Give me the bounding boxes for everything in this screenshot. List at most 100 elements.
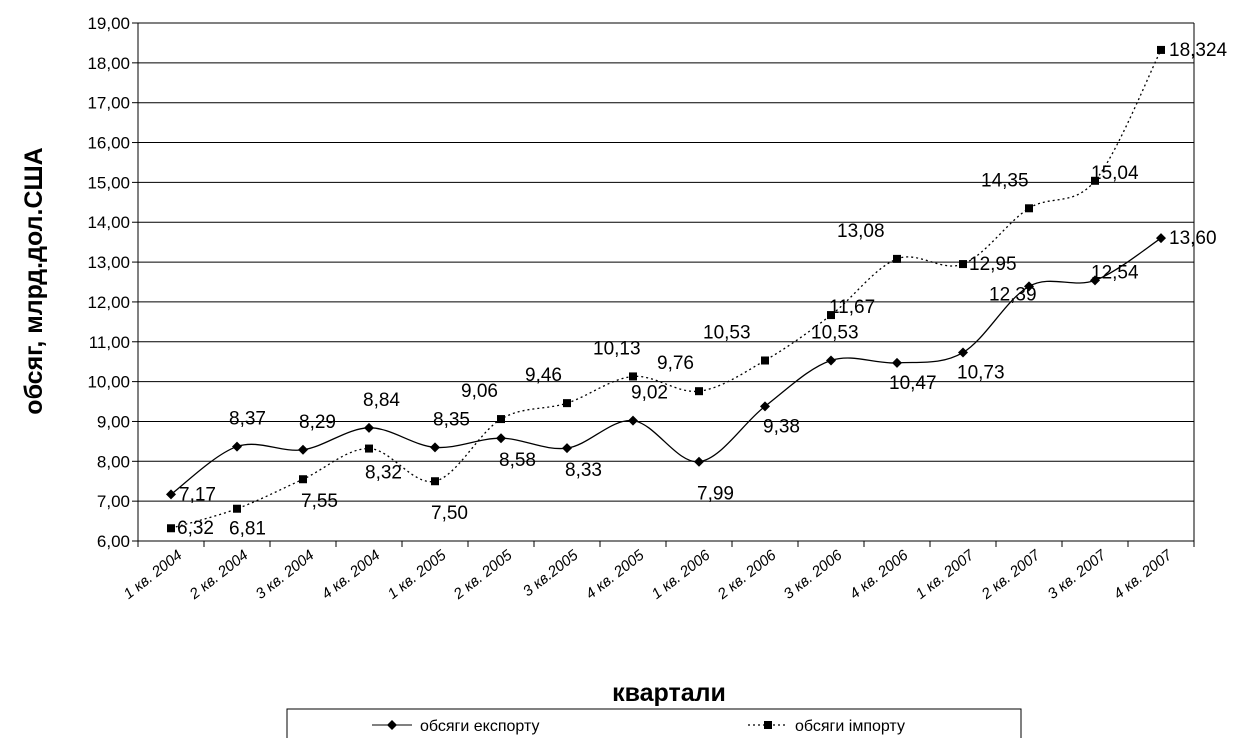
export-point <box>232 441 242 452</box>
y-tick-label: 10,00 <box>87 373 130 392</box>
import-point <box>233 504 241 513</box>
export-point <box>1024 281 1034 292</box>
export-point <box>760 401 770 412</box>
export-point <box>958 347 968 358</box>
export-data-label: 12,39 <box>989 284 1037 305</box>
import-point <box>1025 204 1033 213</box>
legend-import-label: обсяги імпорту <box>795 718 905 735</box>
import-data-label: 14,35 <box>981 170 1029 191</box>
y-tick-label: 18,00 <box>87 54 130 73</box>
export-data-label: 8,33 <box>565 460 602 481</box>
legend-export-label: обсяги експорту <box>420 718 539 735</box>
y-tick-label: 8,00 <box>97 452 130 471</box>
y-tick-label: 6,00 <box>97 532 130 551</box>
gridlines <box>132 22 1194 542</box>
import-point <box>629 372 637 381</box>
export-data-label: 9,02 <box>631 383 668 404</box>
import-line <box>170 49 1162 529</box>
y-tick-label: 9,00 <box>97 412 130 431</box>
export-data-label: 10,53 <box>811 322 859 343</box>
import-point <box>365 444 373 453</box>
import-point <box>695 387 703 396</box>
import-data-label: 8,32 <box>365 463 402 484</box>
y-tick-label: 11,00 <box>89 333 130 352</box>
x-tick-labels: 1 кв. 2004 2 кв. 2004 3 кв. 2004 4 кв. 2004… <box>121 546 1176 603</box>
export-data-label: 10,73 <box>957 363 1005 384</box>
y-tick-label: 19,00 <box>87 14 130 33</box>
x-tick-label: 4 кв. 2005 <box>583 546 648 602</box>
import-data-label: 9,46 <box>525 365 562 386</box>
x-tick-label: 4 кв. 2004 <box>319 547 384 603</box>
export-data-label: 9,38 <box>763 416 800 437</box>
y-tick-label: 15,00 <box>87 173 130 192</box>
y-tick-label: 16,00 <box>87 134 130 153</box>
y-tick-label: 17,00 <box>87 94 130 113</box>
legend-export-marker <box>387 720 397 730</box>
import-data-label: 12,95 <box>969 254 1017 275</box>
export-data-label: 8,37 <box>229 409 266 430</box>
export-data-label: 7,99 <box>697 484 734 505</box>
import-data-label: 9,06 <box>461 381 498 402</box>
x-tick-label: 1 кв. 2006 <box>649 546 714 602</box>
export-data-label: 12,54 <box>1091 262 1139 283</box>
import-data-label: 10,13 <box>593 338 641 359</box>
import-data-label: 7,50 <box>431 503 468 524</box>
import-point <box>893 254 901 263</box>
legend-import-marker <box>764 721 772 729</box>
export-point <box>496 433 506 444</box>
import-data-label: 10,53 <box>703 322 751 343</box>
y-tick-label: 7,00 <box>97 492 130 511</box>
x-tick-label: 2 кв. 2004 <box>186 547 252 604</box>
export-line <box>170 237 1162 495</box>
export-point <box>298 444 308 455</box>
y-axis-title: обсяг, млрд.дол.США <box>20 147 48 414</box>
import-point <box>827 311 835 320</box>
import-point <box>497 415 505 424</box>
import-point <box>431 477 439 486</box>
import-data-label: 18,324 <box>1169 40 1228 61</box>
import-point <box>1157 45 1165 54</box>
export-point <box>1090 275 1100 286</box>
y-tick-label: 13,00 <box>87 253 130 272</box>
import-data-label: 6,32 <box>177 518 214 539</box>
import-point <box>563 399 571 408</box>
import-data-label: 13,08 <box>837 221 885 242</box>
data-labels: 7,17 8,37 8,29 8,84 8,35 8,58 8,33 9,02 7,99 9,38… <box>177 40 1228 540</box>
import-point <box>1091 176 1099 185</box>
export-point <box>892 357 902 368</box>
import-data-label: 6,81 <box>229 519 266 540</box>
x-tick-label: 2 кв. 2007 <box>978 546 1044 603</box>
x-tick-label: 3 кв. 2006 <box>781 546 846 602</box>
export-data-label: 8,58 <box>499 450 536 471</box>
import-data-label: 11,67 <box>829 297 875 318</box>
import-point <box>167 524 175 533</box>
axes <box>137 23 1195 547</box>
export-data-label: 8,35 <box>433 409 470 430</box>
import-point <box>761 356 769 365</box>
legend: обсяги експорту обсяги імпорту <box>286 708 1022 738</box>
x-tick-label: 1 кв. 2007 <box>913 546 978 602</box>
legend-box <box>286 708 1022 738</box>
export-point <box>826 355 836 366</box>
export-data-label: 13,60 <box>1169 228 1217 249</box>
import-point <box>299 475 307 484</box>
import-data-label: 15,04 <box>1091 163 1139 184</box>
x-axis-title: квартали <box>612 679 726 707</box>
x-tick-label: 1 кв. 2004 <box>121 547 186 603</box>
import-data-label: 9,76 <box>657 353 694 374</box>
x-tick-label: 3 кв.2005 <box>520 546 582 600</box>
x-tick-label: 3 кв. 2007 <box>1045 546 1110 602</box>
x-tick-label: 2 кв. 2005 <box>450 546 516 603</box>
export-data-label: 10,47 <box>889 373 937 394</box>
export-point <box>628 415 638 426</box>
export-point <box>1156 233 1166 244</box>
export-point <box>562 443 572 454</box>
export-data-label: 8,84 <box>363 390 400 411</box>
export-point <box>364 422 374 433</box>
series-markers <box>166 45 1166 533</box>
export-point <box>166 489 176 500</box>
series-lines <box>170 49 1162 529</box>
y-tick-label: 14,00 <box>87 213 130 232</box>
